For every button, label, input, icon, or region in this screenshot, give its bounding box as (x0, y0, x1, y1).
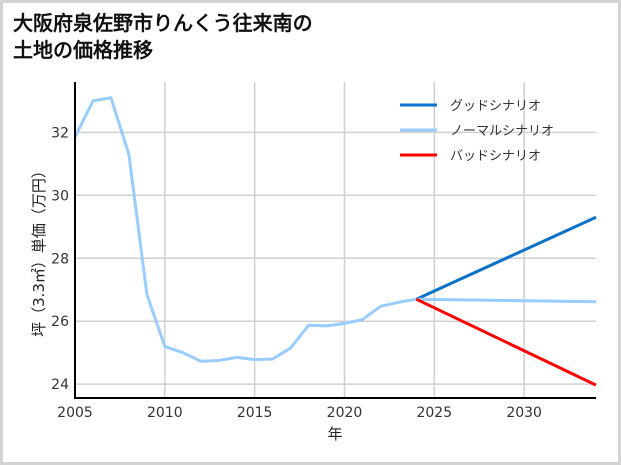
series-line (415, 215, 597, 301)
x-tick-label: 2005 (57, 405, 93, 421)
legend-item: グッドシナリオ (400, 99, 541, 114)
x-tick-label: 2010 (147, 405, 183, 421)
x-tick-labels: 2005 2010 2015 2020 2025 2030 (57, 405, 542, 421)
chart-title: 大阪府泉佐野市りんくう往来南の 土地の価格推移 (13, 11, 313, 62)
legend-label: バッドシナリオ (450, 149, 541, 164)
x-tick-label: 2030 (506, 405, 542, 421)
series-line (415, 297, 597, 387)
series-line (416, 297, 597, 304)
y-tick-label: 30 (51, 188, 69, 204)
y-tick-labels: 24 26 28 30 32 (51, 125, 69, 393)
legend-item: バッドシナリオ (400, 149, 541, 164)
data-lines (73, 96, 597, 387)
y-tick-label: 24 (51, 377, 69, 393)
x-tick-label: 2020 (327, 405, 363, 421)
series-line (73, 96, 417, 363)
legend-item: ノーマルシナリオ (400, 124, 554, 139)
y-axis-label: 坪（3.3㎡）単価（万円） (30, 163, 48, 337)
x-tick-label: 2025 (416, 405, 452, 421)
legend-label: ノーマルシナリオ (450, 124, 554, 139)
y-tick-label: 32 (51, 125, 69, 141)
legend-label: グッドシナリオ (450, 99, 541, 114)
x-tick-label: 2015 (237, 405, 273, 421)
y-tick-label: 26 (51, 314, 69, 330)
axes (74, 82, 596, 399)
x-axis-label: 年 (327, 425, 342, 443)
y-tick-label: 28 (51, 251, 69, 267)
